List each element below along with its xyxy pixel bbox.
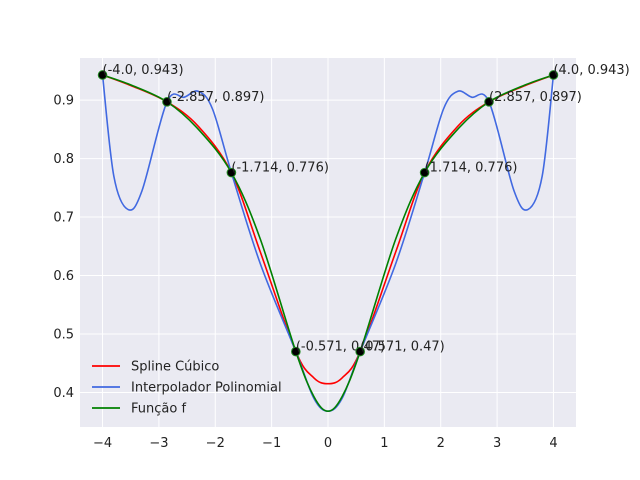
x-tick-label: −3: [149, 436, 168, 451]
interpolation-point: [291, 346, 301, 357]
point-label: (0.571, 0.47): [360, 340, 445, 355]
point-label: (1.714, 0.776): [425, 161, 518, 176]
points-layer: (-4.0, 0.943) (-2.857, 0.897) (-1.714, 0.7…: [97, 63, 630, 357]
point-label: (4.0, 0.943): [553, 63, 629, 78]
point-label: (-1.714, 0.776): [231, 161, 329, 176]
x-tick-label: −4: [93, 436, 112, 451]
interpolation-point: [484, 97, 494, 107]
interpolation-point: [97, 70, 108, 80]
y-tick-label: 0.4: [53, 386, 74, 401]
point-label: (2.857, 0.897): [489, 90, 582, 105]
legend-entry-polynomial-label: Interpolador Polinomial: [131, 381, 282, 396]
legend: Spline Cúbico Interpolador Polinomial Funç…: [92, 360, 282, 417]
point-label: (-4.0, 0.943): [103, 63, 184, 78]
y-tick-label: 0.6: [53, 269, 74, 284]
interpolation-point: [162, 97, 172, 107]
legend-entry-function-label: Função f: [131, 402, 186, 417]
interpolation-point: [548, 70, 559, 80]
y-tick-label: 0.8: [53, 152, 74, 167]
interpolation-point: [355, 346, 365, 357]
y-tick-label: 0.5: [53, 328, 74, 343]
point-label: (-2.857, 0.897): [167, 90, 265, 105]
x-tick-label: 2: [437, 436, 445, 451]
y-tick-label: 0.7: [53, 211, 74, 226]
interpolation-point: [226, 167, 237, 178]
series-spline-line: [102, 74, 554, 385]
x-tick-label: −2: [206, 436, 225, 451]
x-tick-label: 3: [493, 436, 501, 451]
y-tick-label: 0.9: [53, 94, 74, 109]
y-axis-ticks: 0.4 0.5 0.6 0.7 0.8 0.9: [53, 94, 74, 401]
x-tick-label: 4: [549, 436, 557, 451]
x-axis-ticks: −4 −3 −2 −1 0 1 2 3 4: [93, 436, 558, 451]
x-tick-label: 0: [324, 436, 332, 451]
x-tick-label: 1: [380, 436, 388, 451]
series-function-line: [102, 74, 554, 413]
legend-entry-spline-label: Spline Cúbico: [131, 360, 219, 375]
x-tick-label: −1: [262, 436, 281, 451]
interpolation-point: [419, 167, 430, 178]
